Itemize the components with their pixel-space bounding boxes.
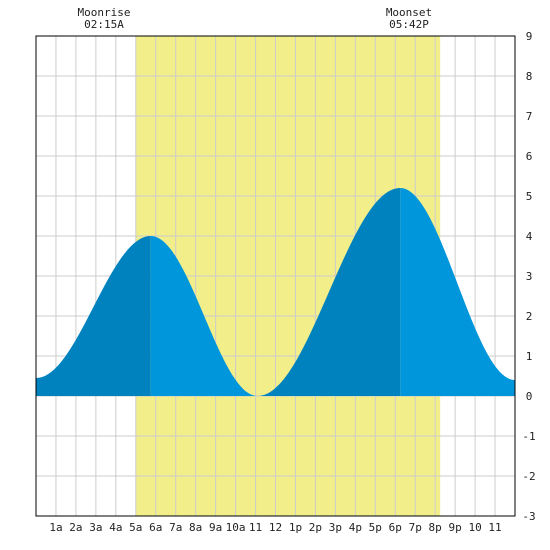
x-tick-label: 9p xyxy=(449,521,462,534)
y-tick-label: 6 xyxy=(526,150,533,163)
moonset-time: 05:42P xyxy=(389,18,429,31)
x-tick-label: 11 xyxy=(488,521,501,534)
x-tick-label: 4a xyxy=(109,521,122,534)
x-tick-label: 5a xyxy=(129,521,142,534)
plot-frame xyxy=(35,35,516,517)
x-tick-label: 8a xyxy=(189,521,202,534)
y-tick-label: -2 xyxy=(522,470,535,483)
x-tick-label: 6p xyxy=(389,521,402,534)
x-tick-label: 7a xyxy=(169,521,182,534)
tide-area-falling xyxy=(400,188,515,396)
moonset-label: Moonset xyxy=(386,6,432,19)
tide-area-falling xyxy=(150,236,258,396)
x-tick-label: 9a xyxy=(209,521,222,534)
tide-area-layer xyxy=(36,188,515,396)
x-tick-labels: 1a 2a 3a 4a 5a 6a 7a 8a 9a 10a 11 12 1p 2p 3p 4p 5p 6p 7p 8… xyxy=(49,521,501,534)
x-tick-label: 6a xyxy=(149,521,162,534)
y-tick-label: 8 xyxy=(526,70,533,83)
y-tick-label: 2 xyxy=(526,310,533,323)
x-tick-label: 12 xyxy=(269,521,282,534)
y-tick-label: -3 xyxy=(522,510,535,523)
x-tick-label: 10 xyxy=(468,521,481,534)
x-tick-label: 8p xyxy=(429,521,442,534)
x-tick-label: 2a xyxy=(69,521,82,534)
y-tick-label: 4 xyxy=(526,230,533,243)
x-tick-label: 5p xyxy=(369,521,382,534)
x-tick-label: 7p xyxy=(409,521,422,534)
x-tick-label: 3a xyxy=(89,521,102,534)
y-tick-label: 1 xyxy=(526,350,533,363)
x-tick-label: 11 xyxy=(249,521,262,534)
x-tick-label: 1p xyxy=(289,521,302,534)
y-tick-label: 9 xyxy=(526,30,533,43)
moonrise-label: Moonrise xyxy=(78,6,131,19)
x-tick-label: 1a xyxy=(49,521,62,534)
x-tick-label: 2p xyxy=(309,521,322,534)
tide-area-rising xyxy=(36,236,151,396)
y-tick-label: 0 xyxy=(526,390,533,403)
x-tick-label: 4p xyxy=(349,521,362,534)
y-tick-label: 3 xyxy=(526,270,533,283)
moonrise-time: 02:15A xyxy=(84,18,124,31)
moon-labels: Moonrise 02:15A Moonset 05:42P xyxy=(78,6,433,31)
y-tick-labels: 9 8 7 6 5 4 3 2 1 0 -1 -2 -3 xyxy=(522,30,535,523)
y-tick-label: 5 xyxy=(526,190,533,203)
x-tick-label: 3p xyxy=(329,521,342,534)
x-tick-label: 10a xyxy=(226,521,246,534)
y-tick-label: -1 xyxy=(522,430,535,443)
tide-area-rising xyxy=(257,188,401,396)
y-tick-label: 7 xyxy=(526,110,533,123)
